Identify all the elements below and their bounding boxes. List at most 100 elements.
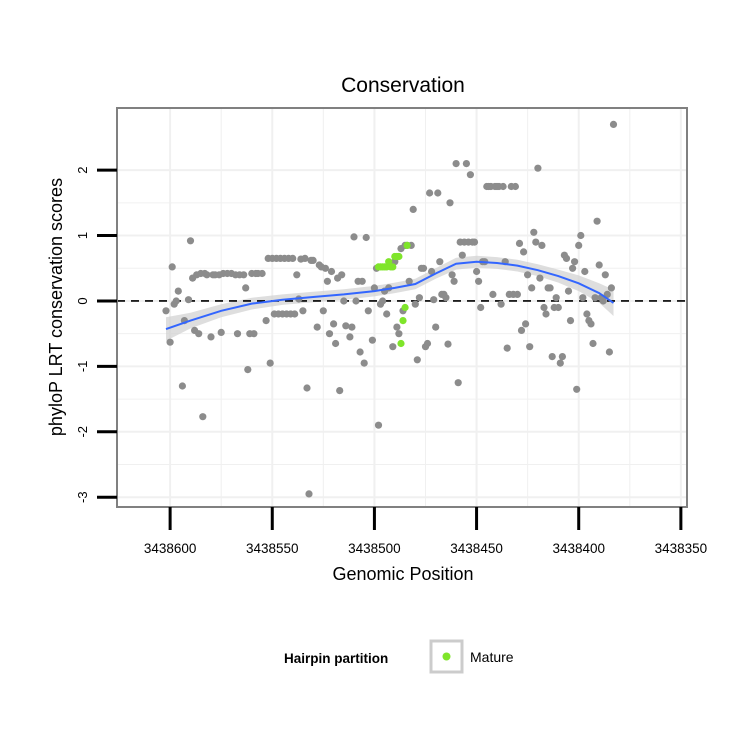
point [266,359,274,367]
point [395,330,403,338]
point [258,269,266,278]
point [368,336,376,344]
legend-key-mature-point [442,652,451,661]
point [558,353,567,361]
point [411,300,419,308]
point [332,339,340,348]
point [473,267,481,276]
point [603,290,611,298]
point [520,248,528,256]
point [517,326,526,334]
y-tick-label: -3 [75,491,90,503]
y-tick-label: -2 [75,426,90,438]
point [573,385,581,393]
point [497,300,505,308]
point [207,333,215,341]
point [511,182,519,191]
legend-entry-mature: Mature [470,649,514,665]
point [528,284,536,292]
point [552,294,560,302]
plot-panel [116,107,688,508]
point [593,217,601,225]
y-tick-label: 2 [75,167,90,174]
point [352,297,360,305]
point [599,297,607,305]
mature-point [401,303,409,312]
point [436,258,444,266]
point [562,254,571,262]
point [571,258,579,266]
point [423,339,432,348]
point [428,267,436,276]
point [364,307,372,315]
y-axis-label: phyloP LRT conservation scores [46,178,66,436]
point [242,284,250,292]
point [244,366,252,374]
point [342,322,350,330]
point [595,261,603,269]
y-tick-label: -1 [75,361,90,373]
panel-border [116,107,688,508]
point [589,339,597,348]
point [546,284,554,292]
point [383,310,391,318]
point [203,271,211,279]
point [499,182,507,191]
point [513,290,522,298]
point [362,233,370,242]
point [452,160,460,168]
x-tick-label: 3438350 [655,541,708,556]
point [538,241,546,249]
point [587,320,595,328]
point [293,271,301,279]
point [432,323,440,331]
point [350,233,358,241]
point [530,228,538,236]
point [442,294,450,302]
point [579,294,587,302]
point [184,296,193,304]
legend: Hairpin partition Mature [284,639,514,674]
y-axis: 2 1 0 -1 -2 -3 [75,167,117,503]
chart-title: Conservation [341,74,465,97]
point [299,307,307,315]
point [566,317,575,325]
mature-point [399,317,407,325]
point [458,251,466,259]
point [301,254,309,262]
x-axis: 3438600 3438550 3438500 3438450 3438400 34383… [144,507,707,556]
point [323,277,331,285]
point [434,189,442,197]
point [534,164,542,172]
mature-point [397,339,405,348]
point [591,294,599,302]
point [360,359,368,367]
point [178,382,186,390]
point [448,271,456,279]
point [199,413,207,421]
point [240,271,248,279]
point [430,296,438,304]
point [379,297,387,305]
point [327,267,336,276]
point [233,330,242,338]
legend-title: Hairpin partition [284,651,388,666]
point [289,254,297,262]
point [370,284,378,292]
point [358,277,366,285]
point [330,320,338,328]
point [262,317,270,325]
point [554,303,562,312]
point [166,338,174,346]
point [477,303,485,312]
point [162,307,170,315]
point [609,120,618,128]
point [336,387,344,395]
point [172,297,180,305]
point [356,348,364,356]
mature-point [395,252,403,261]
point [340,297,348,305]
x-tick-label: 3438600 [144,541,197,556]
point [532,238,540,246]
